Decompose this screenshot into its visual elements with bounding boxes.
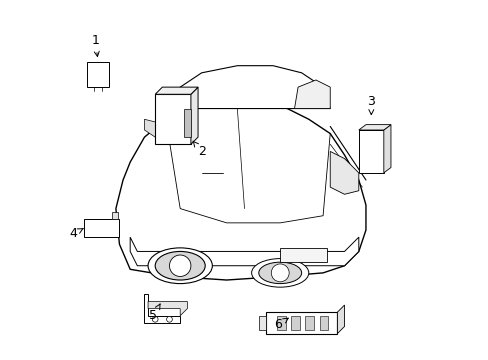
Polygon shape bbox=[173, 66, 329, 109]
Text: 1: 1 bbox=[91, 34, 99, 57]
Text: 5: 5 bbox=[149, 304, 160, 322]
Polygon shape bbox=[112, 212, 118, 219]
Polygon shape bbox=[144, 294, 180, 323]
Polygon shape bbox=[265, 312, 337, 334]
Polygon shape bbox=[294, 80, 329, 109]
Polygon shape bbox=[190, 87, 198, 144]
Circle shape bbox=[169, 255, 190, 276]
Polygon shape bbox=[319, 316, 328, 330]
Polygon shape bbox=[305, 316, 313, 330]
Polygon shape bbox=[116, 102, 365, 280]
Polygon shape bbox=[183, 109, 190, 137]
Polygon shape bbox=[87, 62, 108, 87]
Polygon shape bbox=[337, 305, 344, 334]
Circle shape bbox=[166, 316, 172, 322]
Text: 3: 3 bbox=[366, 95, 374, 114]
Polygon shape bbox=[144, 119, 162, 137]
Ellipse shape bbox=[258, 262, 301, 284]
Polygon shape bbox=[155, 87, 198, 94]
Polygon shape bbox=[358, 125, 390, 130]
Polygon shape bbox=[383, 125, 390, 173]
Polygon shape bbox=[290, 316, 299, 330]
Polygon shape bbox=[276, 316, 285, 330]
Polygon shape bbox=[258, 316, 265, 330]
Polygon shape bbox=[130, 237, 358, 266]
Polygon shape bbox=[358, 130, 383, 173]
Text: 2: 2 bbox=[193, 141, 205, 158]
Text: 6: 6 bbox=[274, 318, 287, 331]
Polygon shape bbox=[148, 301, 187, 316]
Text: 4: 4 bbox=[70, 227, 83, 240]
Ellipse shape bbox=[148, 248, 212, 284]
Circle shape bbox=[271, 264, 288, 282]
Polygon shape bbox=[329, 152, 358, 194]
Polygon shape bbox=[155, 94, 190, 144]
Ellipse shape bbox=[251, 258, 308, 287]
Ellipse shape bbox=[155, 251, 205, 280]
Circle shape bbox=[152, 316, 158, 322]
Polygon shape bbox=[83, 219, 119, 237]
Polygon shape bbox=[280, 248, 326, 262]
